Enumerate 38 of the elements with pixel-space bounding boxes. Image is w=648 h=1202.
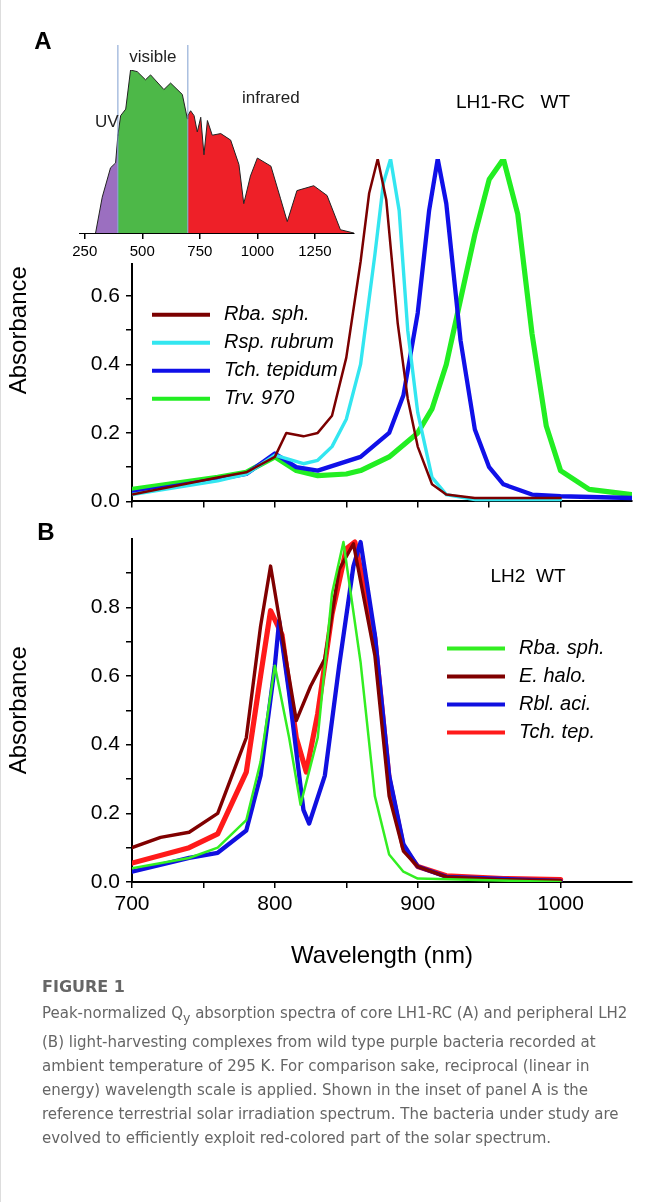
legend-label: Rsp. rubrum	[224, 330, 335, 353]
y-tick-label: 0.4	[90, 731, 121, 755]
series-label: visible	[129, 47, 177, 67]
x-tick-label: 750	[187, 242, 213, 260]
y-tick-label: 0.0	[90, 868, 120, 892]
legend-label: Rba. sph.	[519, 636, 605, 659]
y-axis-title: Absorbance	[4, 646, 32, 775]
x-tick-label: 500	[129, 242, 155, 260]
text: Peak-normalized Q$_{y}$ absorption spectra of core LH1-RC (A) and peripheral LH2 (B) light-harvesting complexes from wild type purple bacteria recorded at ambient temperature of 295 K. For comparison sake, reciprocal (linear in energy) wavelength scale is applied. Shown in the inset of panel A is the reference terrestrial solar irradiation spectrum. The bacteria under study are evolved to efficiently exploit red-colored part of the solar spectrum.	[42, 1003, 629, 1149]
x-tick-label: 1000	[537, 891, 584, 915]
y-tick-label: 0.2	[90, 800, 120, 824]
x-axis-title: Wavelength (nm)	[291, 941, 473, 969]
x-tick-label: 800	[257, 891, 293, 915]
x-tick-label: 700	[114, 891, 150, 915]
y-axis-title: Absorbance	[4, 266, 32, 395]
y-tick-label: 0.2	[90, 419, 120, 443]
series-label: infrared	[241, 87, 300, 107]
chart-title: B	[37, 517, 55, 545]
y-tick-label: 0.8	[90, 594, 120, 618]
text: LH1-RC WT	[456, 91, 571, 113]
x-tick-label: 900	[400, 891, 436, 915]
legend-label: Tch. tepidum	[224, 358, 338, 381]
y-tick-label: 0.6	[90, 662, 120, 686]
y-tick-label: 0.6	[90, 282, 120, 306]
annotation: LH2 WT	[490, 565, 566, 587]
series-label: UV	[94, 112, 120, 132]
y-tick-label: 0.0	[90, 488, 120, 512]
chart-title: A	[34, 26, 52, 54]
y-tick-label: 0.4	[90, 351, 121, 375]
x-tick-label: 250	[72, 242, 98, 260]
caption: FIGURE 1	[42, 976, 126, 998]
legend-label: Rba. sph.	[224, 302, 310, 325]
legend-label: E. halo.	[519, 664, 587, 687]
x-tick-label: 1250	[298, 242, 332, 260]
legend-label: Tch. tep.	[519, 720, 595, 743]
legend-label: Trv. 970	[224, 386, 295, 409]
legend-label: Rbl. aci.	[519, 692, 592, 715]
x-tick-label: 1000	[240, 242, 275, 260]
